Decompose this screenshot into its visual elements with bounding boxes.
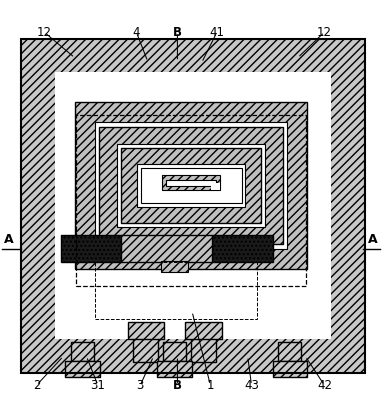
Bar (121, 148, 261, 222)
Bar (162, 175, 220, 190)
Bar (134, 336, 158, 362)
Bar (57, 72, 329, 339)
Bar (278, 342, 301, 361)
Bar (163, 342, 186, 361)
Bar (61, 235, 121, 262)
Text: 3: 3 (136, 379, 144, 392)
Bar (76, 115, 306, 285)
Bar (75, 102, 307, 269)
Bar (95, 122, 287, 249)
Bar (166, 180, 216, 186)
Bar (65, 361, 100, 377)
Text: 2: 2 (33, 379, 40, 392)
Text: 12: 12 (36, 26, 52, 39)
Bar (71, 342, 94, 361)
Bar (212, 235, 273, 262)
Bar (127, 322, 164, 339)
Bar (21, 39, 365, 372)
Text: 1: 1 (207, 379, 214, 392)
Text: A: A (368, 233, 378, 246)
Text: B: B (173, 379, 182, 392)
Bar (161, 261, 188, 272)
Text: 12: 12 (317, 26, 332, 39)
Bar (95, 262, 257, 319)
Text: 43: 43 (244, 379, 259, 392)
Bar (21, 39, 365, 372)
Text: B: B (173, 26, 182, 39)
Bar (191, 336, 216, 362)
Text: 41: 41 (209, 26, 225, 39)
Bar (157, 361, 192, 377)
Bar (121, 235, 212, 262)
Bar (117, 144, 265, 227)
Bar (141, 168, 242, 203)
Bar (55, 72, 331, 339)
Bar (211, 183, 220, 190)
Bar (137, 164, 245, 207)
Text: 4: 4 (132, 26, 140, 39)
Bar (185, 322, 222, 339)
Bar (99, 127, 283, 244)
Text: A: A (3, 233, 13, 246)
Text: 31: 31 (91, 379, 105, 392)
Text: 42: 42 (317, 379, 332, 392)
Bar (273, 361, 307, 377)
